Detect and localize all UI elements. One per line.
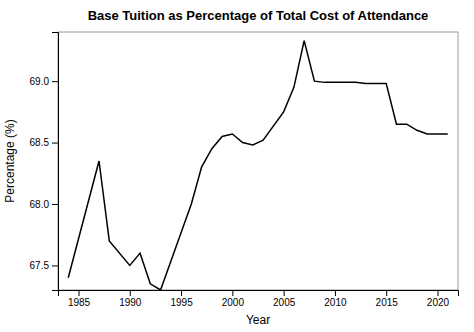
x-tick-mark bbox=[181, 290, 182, 296]
x-tick: 2010 bbox=[324, 290, 347, 308]
x-tick-label: 2020 bbox=[427, 297, 450, 308]
y-tick-mark bbox=[52, 204, 58, 205]
x-axis-line bbox=[59, 291, 459, 297]
y-tick-label: 69.0 bbox=[30, 76, 50, 87]
x-tick-label: 1985 bbox=[68, 297, 91, 308]
title: Base Tuition as Percentage of Total Cost… bbox=[88, 8, 429, 23]
y-tick-label: 67.5 bbox=[30, 260, 50, 271]
x-tick-mark bbox=[335, 290, 336, 296]
y-tick-mark bbox=[52, 265, 58, 266]
x-tick: 1985 bbox=[68, 290, 91, 308]
x-tick: 2000 bbox=[222, 290, 245, 308]
y-tick-mark bbox=[52, 81, 58, 82]
x-tick-mark bbox=[386, 290, 387, 296]
x-tick: 1990 bbox=[119, 290, 142, 308]
y-axis: 67.5 68.0 68.5 69.0 bbox=[30, 33, 59, 291]
plot: 1985 1990 1995 2000 2005 2010 2015 2020 67.5 68.0… bbox=[30, 32, 459, 308]
x-tick: 2015 bbox=[376, 290, 399, 308]
x-axis-title: Year bbox=[246, 313, 270, 327]
x-tick: 1995 bbox=[170, 290, 193, 308]
plot-frame bbox=[58, 32, 458, 290]
marks bbox=[68, 41, 447, 290]
x-tick: 2005 bbox=[273, 290, 296, 308]
data-line bbox=[68, 41, 447, 290]
y-tick-mark bbox=[52, 143, 58, 144]
x-tick-label: 2010 bbox=[324, 297, 347, 308]
x-tick-label: 2005 bbox=[273, 297, 296, 308]
x-tick-mark bbox=[232, 290, 233, 296]
x-tick-mark bbox=[79, 290, 80, 296]
y-tick: 69.0 bbox=[30, 76, 58, 87]
y-axis-line bbox=[52, 33, 59, 291]
y-tick-label: 68.5 bbox=[30, 137, 50, 148]
x-tick-mark bbox=[437, 290, 438, 296]
x-axis: 1985 1990 1995 2000 2005 2010 2015 2020 bbox=[59, 290, 459, 308]
y-tick-label: 68.0 bbox=[30, 199, 50, 210]
x-tick-label: 2015 bbox=[376, 297, 399, 308]
x-tick-label: 2000 bbox=[222, 297, 245, 308]
x-tick-mark bbox=[284, 290, 285, 296]
x-tick-mark bbox=[130, 290, 131, 296]
x-tick-label: 1990 bbox=[119, 297, 142, 308]
y-tick: 68.5 bbox=[30, 137, 58, 148]
y-axis-title: Percentage (%) bbox=[3, 119, 17, 202]
y-tick: 68.0 bbox=[30, 199, 58, 210]
y-tick: 67.5 bbox=[30, 260, 58, 271]
x-tick-label: 1995 bbox=[170, 297, 193, 308]
chart: 1985 1990 1995 2000 2005 2010 2015 2020 67.5 68.0… bbox=[0, 0, 474, 332]
x-tick: 2020 bbox=[427, 290, 450, 308]
